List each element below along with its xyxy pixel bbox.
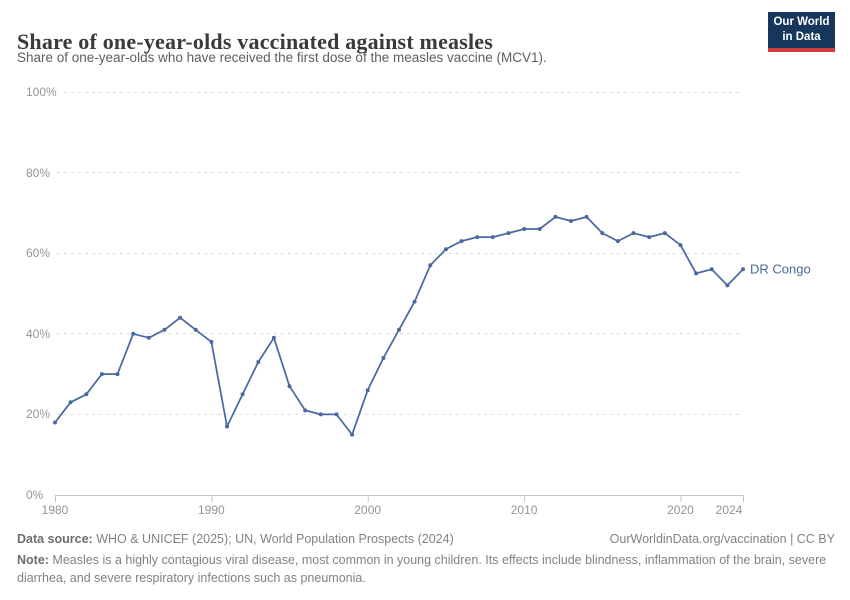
line-chart: 0% 20% 40% 60% 80% 100% 1980 1990 2000 2010 2020 2… xyxy=(26,84,811,517)
y-axis-tick-label: 40% xyxy=(26,326,51,341)
data-point-marker xyxy=(662,231,667,236)
data-point-marker xyxy=(428,263,433,268)
series-entity-label: DR Congo xyxy=(750,261,811,277)
data-point-marker xyxy=(178,315,183,320)
data-source-value: WHO & UNICEF (2025); UN, World Populatio… xyxy=(92,532,454,546)
series-line xyxy=(54,216,744,436)
data-point-marker xyxy=(334,412,339,417)
owid-logo-line1: Our World xyxy=(773,16,830,29)
data-point-marker xyxy=(381,356,386,360)
data-point-marker xyxy=(350,432,355,437)
y-gridline-row: 40% xyxy=(26,326,743,342)
data-point-marker xyxy=(678,243,683,248)
data-point-marker xyxy=(225,424,229,429)
data-point-marker xyxy=(694,271,699,276)
data-point-marker xyxy=(287,384,292,389)
data-point-marker xyxy=(709,267,714,272)
owid-logo-line2: in Data xyxy=(782,31,821,43)
data-point-marker xyxy=(537,227,542,231)
data-point-marker xyxy=(193,327,198,332)
data-point-marker xyxy=(131,331,136,336)
data-point-marker xyxy=(553,214,558,219)
data-source-label: Data source: xyxy=(17,532,93,546)
data-point-marker xyxy=(475,235,480,240)
y-axis-tick-label: 0% xyxy=(26,488,44,502)
chart-footer: Data source: WHO & UNICEF (2025); UN, Wo… xyxy=(17,531,835,587)
x-axis-tick-label: 2010 xyxy=(510,503,538,517)
data-point-marker xyxy=(209,339,214,344)
data-point-marker xyxy=(584,214,589,219)
data-point-marker xyxy=(412,299,417,304)
data-point-marker xyxy=(365,388,370,393)
data-point-marker xyxy=(600,231,605,236)
gridline xyxy=(57,333,743,335)
y-gridline-row: 100% xyxy=(26,84,743,100)
footer-source-row: Data source: WHO & UNICEF (2025); UN, Wo… xyxy=(17,531,835,548)
data-point-marker xyxy=(615,239,620,244)
gridline xyxy=(57,252,743,254)
data-point-marker xyxy=(271,335,276,340)
y-axis-tick-label: 20% xyxy=(26,407,51,422)
data-point-marker xyxy=(146,335,151,340)
data-point-marker xyxy=(256,360,261,364)
data-point-marker xyxy=(647,235,652,240)
gridline xyxy=(63,91,743,93)
data-point-marker xyxy=(240,392,245,397)
y-axis-tick-label: 80% xyxy=(26,165,51,180)
y-axis-tick-label: 100% xyxy=(26,85,57,99)
data-point-marker xyxy=(443,247,448,252)
data-point-marker xyxy=(99,372,104,377)
data-point-marker xyxy=(522,227,527,231)
data-point-marker xyxy=(725,283,730,288)
x-axis-tick-label: 2024 xyxy=(715,503,743,517)
data-point-marker xyxy=(459,239,464,244)
data-point-marker xyxy=(569,219,573,223)
chart-subtitle: Share of one-year-olds who have received… xyxy=(17,50,547,65)
data-point-marker xyxy=(490,235,495,240)
data-point-marker xyxy=(631,231,636,236)
data-point-marker xyxy=(318,412,323,417)
footer-note: Note: Measles is a highly contagious vir… xyxy=(17,552,835,587)
x-axis-tick-label: 2020 xyxy=(667,503,694,517)
data-point-marker xyxy=(162,327,167,332)
x-axis-tick-label: 1990 xyxy=(198,503,225,517)
owid-logo[interactable]: Our World in Data xyxy=(768,12,835,52)
data-point-marker xyxy=(53,420,57,425)
data-point-marker xyxy=(115,372,120,377)
gridline xyxy=(57,172,743,174)
owid-cc-link[interactable]: OurWorldinData.org/vaccination | CC BY xyxy=(609,532,835,546)
y-gridline-row: 60% xyxy=(26,245,743,261)
chart-plot-svg xyxy=(53,214,745,502)
y-gridline-row: 80% xyxy=(26,165,743,181)
data-point-marker xyxy=(741,267,745,272)
y-axis-tick-label: 60% xyxy=(26,246,51,261)
note-value: Measles is a highly contagious viral dis… xyxy=(17,553,827,585)
note-label: Note: xyxy=(17,553,49,568)
data-point-marker xyxy=(303,408,308,413)
data-point-marker xyxy=(68,400,73,405)
data-source-text: Data source: WHO & UNICEF (2025); UN, Wo… xyxy=(17,531,454,548)
x-axis-tick-label: 2000 xyxy=(354,503,382,517)
x-axis-tick-label: 1980 xyxy=(41,503,69,517)
data-point-marker xyxy=(84,392,89,397)
gridline xyxy=(57,413,743,415)
y-gridline-row: 0% xyxy=(26,487,743,503)
page-title: Share of one-year-olds vaccinated agains… xyxy=(17,28,494,54)
data-point-marker xyxy=(397,327,401,332)
data-point-marker xyxy=(506,231,511,236)
y-gridline-row: 20% xyxy=(26,406,743,422)
